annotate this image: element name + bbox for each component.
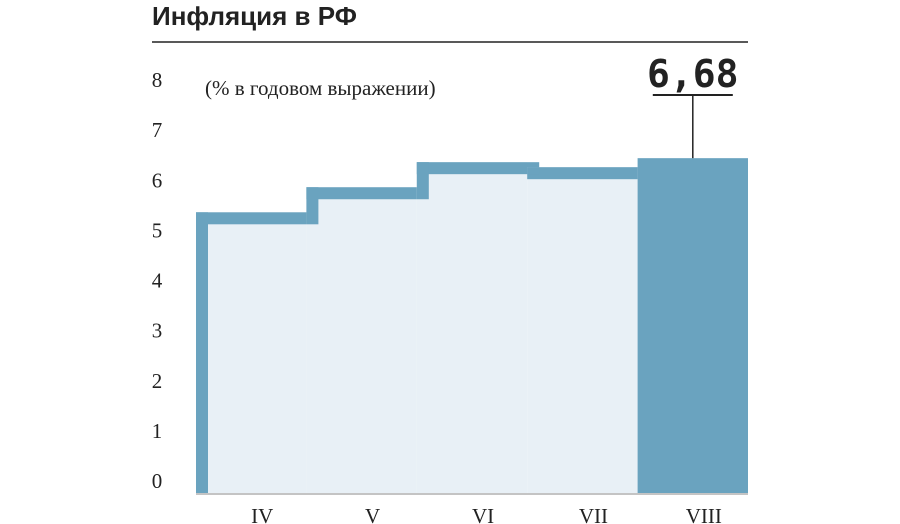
x-tick-label: VII	[579, 504, 608, 524]
y-tick-label: 4	[152, 269, 163, 293]
bar-step	[306, 187, 319, 225]
bar-step	[527, 167, 540, 175]
y-tick-label: 3	[152, 319, 163, 343]
y-tick-label: 7	[152, 118, 163, 142]
bar-step	[416, 162, 429, 200]
bar-top	[196, 212, 319, 225]
bar-top	[527, 167, 638, 180]
bar	[637, 158, 748, 494]
bar	[306, 187, 417, 494]
x-tick-label: VIII	[686, 504, 722, 524]
y-tick-label: 1	[152, 419, 163, 443]
bar-step	[196, 212, 208, 494]
bar	[196, 212, 307, 494]
y-tick-label: 6	[152, 168, 163, 192]
y-tick-label: 2	[152, 369, 163, 393]
x-tick-label: V	[365, 504, 380, 524]
x-tick-label: IV	[251, 504, 273, 524]
y-tick-label: 8	[152, 68, 163, 92]
chart-title: Инфляция в РФ	[152, 1, 357, 31]
y-tick-label: 5	[152, 218, 163, 242]
bar	[527, 167, 638, 493]
value-label: 6,68	[647, 52, 739, 96]
chart-subtitle: (% в годовом выражении)	[205, 76, 436, 100]
x-tick-label: VI	[472, 504, 494, 524]
bar-top	[306, 187, 429, 200]
bar	[416, 162, 528, 494]
y-tick-label: 0	[152, 469, 163, 493]
bar-top	[416, 162, 540, 175]
